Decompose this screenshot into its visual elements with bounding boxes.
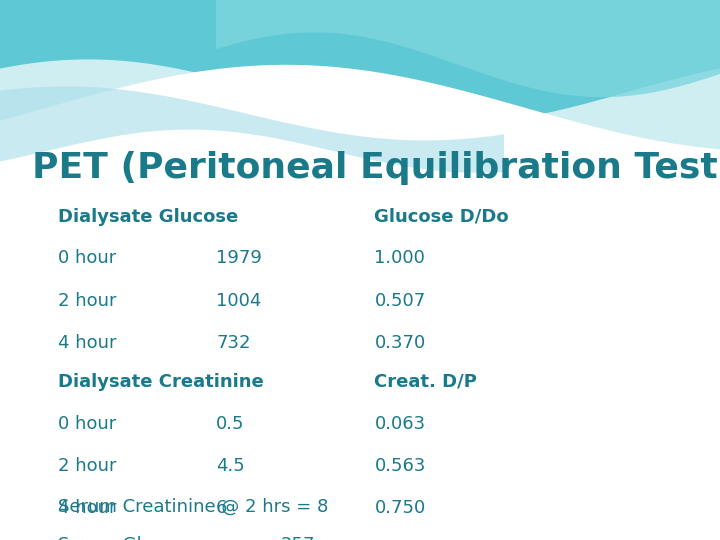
Text: Creat. D/P: Creat. D/P (374, 373, 477, 390)
Polygon shape (0, 0, 720, 149)
Text: Dialysate Creatinine: Dialysate Creatinine (58, 373, 264, 390)
Text: 4 hour: 4 hour (58, 499, 116, 517)
Text: 2 hour: 2 hour (58, 292, 116, 309)
Text: Glucose D/Do: Glucose D/Do (374, 208, 509, 226)
Text: 1979: 1979 (216, 249, 262, 267)
Text: Serum Creatinine @ 2 hrs = 8: Serum Creatinine @ 2 hrs = 8 (58, 498, 328, 516)
Text: Dialysate Glucose: Dialysate Glucose (58, 208, 238, 226)
Text: 732: 732 (216, 334, 251, 352)
Text: Serum Glucose: Serum Glucose (58, 536, 194, 540)
Text: PET (Peritoneal Equilibration Test): PET (Peritoneal Equilibration Test) (32, 151, 720, 185)
Text: 0.370: 0.370 (374, 334, 426, 352)
Polygon shape (0, 86, 504, 173)
Text: 4.5: 4.5 (216, 457, 245, 475)
Text: 0 hour: 0 hour (58, 415, 116, 433)
Polygon shape (216, 0, 720, 97)
Text: 0.507: 0.507 (374, 292, 426, 309)
Text: 257: 257 (281, 536, 315, 540)
Text: 2 hour: 2 hour (58, 457, 116, 475)
Text: 4 hour: 4 hour (58, 334, 116, 352)
Text: 0.750: 0.750 (374, 499, 426, 517)
Text: 0.063: 0.063 (374, 415, 426, 433)
Text: 0.563: 0.563 (374, 457, 426, 475)
Text: 1.000: 1.000 (374, 249, 426, 267)
Text: 0 hour: 0 hour (58, 249, 116, 267)
Text: 6: 6 (216, 499, 228, 517)
Text: 1004: 1004 (216, 292, 261, 309)
Text: 0.5: 0.5 (216, 415, 245, 433)
Polygon shape (0, 59, 720, 167)
